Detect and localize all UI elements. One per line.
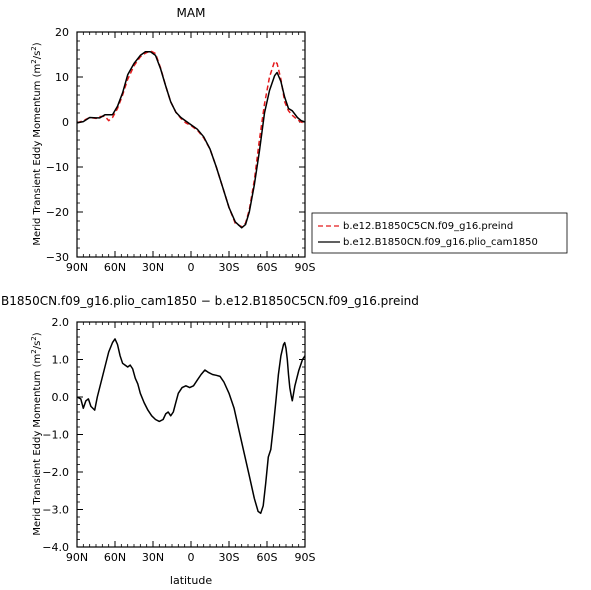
- panel-top-xtick-label: 30N: [142, 261, 164, 274]
- panel-bottom-frame: [76, 321, 306, 548]
- legend: b.e12.B1850C5CN.f09_g16.preind b.e12.B18…: [311, 212, 568, 254]
- panel-bottom-xtick-label: 90S: [295, 551, 316, 564]
- panel-bottom-xtick-label: 30N: [142, 551, 164, 564]
- panel-top-ylabel: Merid Transient Eddy Momentum (m2/s2): [30, 42, 43, 245]
- panel-top-ytick-label: 10: [55, 71, 69, 84]
- panel-bottom-ytick-label: −2.0: [42, 466, 69, 479]
- panel-top: MAM 90N 60N 30N 0 30S 60S 90S −30 −20 −10 0 10 20 Me…: [30, 6, 316, 274]
- panel-top-xtick-label: 90S: [295, 261, 316, 274]
- panel-top-ytick-label: 20: [55, 26, 69, 39]
- panel-bottom-ytick-label: 2.0: [52, 316, 70, 329]
- legend-label-preind: b.e12.B1850C5CN.f09_g16.preind: [343, 221, 513, 232]
- panel-bottom-xtick-label: 0: [188, 551, 195, 564]
- panel-top-series-1-line: [76, 51, 306, 229]
- panel-top-xtick-label: 60N: [104, 261, 126, 274]
- panel-bottom-xtick-label: 90N: [66, 551, 88, 564]
- panel-top-title: MAM: [177, 6, 206, 20]
- panel-top-ytick-label: 0: [62, 116, 69, 129]
- panel-bottom-ytick-label: −3.0: [42, 504, 69, 517]
- panel-bottom-xlabel: latitude: [170, 574, 212, 587]
- panel-bottom-xtick-label: 30S: [219, 551, 240, 564]
- panel-bottom-ytick-label: −1.0: [42, 429, 69, 442]
- panel-top-xtick-label: 0: [188, 261, 195, 274]
- legend-box: [311, 212, 568, 254]
- panel-top-plot-area: 90N 60N 30N 0 30S 60S 90S −30 −20 −10 0 10 20: [46, 26, 316, 274]
- panel-bottom-ytick-label: 1.0: [52, 354, 70, 367]
- panel-bottom-title: b.e12.B1850CN.f09_g16.plio_cam1850 − b.e…: [0, 294, 419, 308]
- panel-bottom-xtick-label: 60N: [104, 551, 126, 564]
- panel-bottom-plot-area: 90N 60N 30N 0 30S 60S 90S −4.0 −3.0 −2.0 −1.0 0.0 1.…: [42, 316, 315, 564]
- panel-top-xtick-label: 90N: [66, 261, 88, 274]
- panel-top-series-0-line: [76, 50, 306, 228]
- panel-top-xtick-label: 60S: [257, 261, 278, 274]
- legend-label-plio: b.e12.B1850CN.f09_g16.plio_cam1850: [343, 237, 538, 248]
- panel-bottom-xtick-label: 60S: [257, 551, 278, 564]
- panel-top-ytick-label: −30: [46, 251, 69, 264]
- panel-bottom: b.e12.B1850CN.f09_g16.plio_cam1850 − b.e…: [0, 294, 419, 587]
- panel-bottom-series-0-line: [76, 338, 306, 515]
- panel-top-frame: [76, 31, 306, 258]
- panel-top-xtick-label: 30S: [219, 261, 240, 274]
- panel-bottom-ytick-label: −4.0: [42, 541, 69, 554]
- panel-bottom-ylabel: Merid Transient Eddy Momentum (m2/s2): [30, 332, 43, 535]
- panel-top-ytick-label: −20: [46, 206, 69, 219]
- panel-top-ytick-label: −10: [46, 161, 69, 174]
- panel-bottom-ytick-label: 0.0: [52, 391, 70, 404]
